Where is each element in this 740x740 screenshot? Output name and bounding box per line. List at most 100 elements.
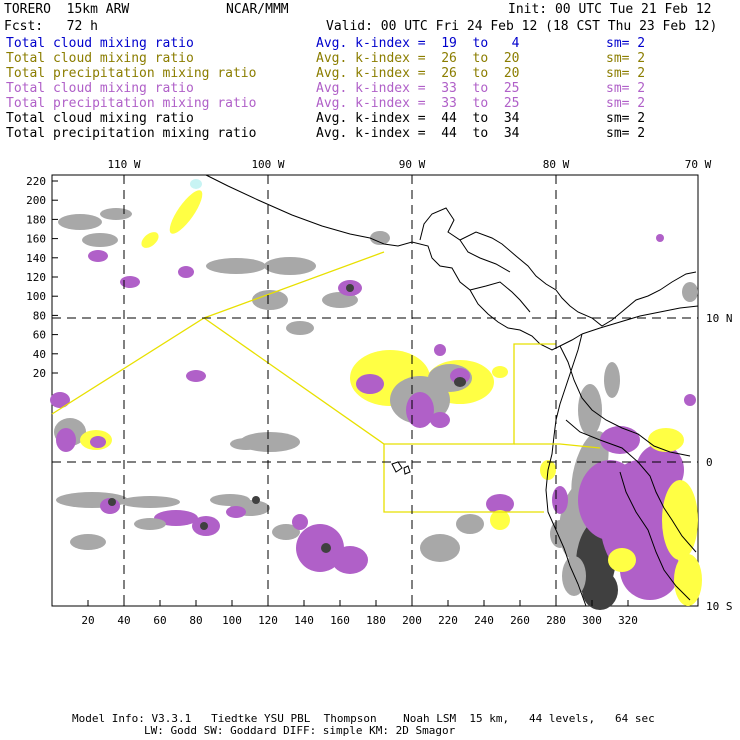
cloud-blob [684, 394, 696, 406]
left-tick-label: 20 [33, 367, 46, 380]
cloud-blob [656, 234, 664, 242]
cloud-blob [454, 377, 466, 387]
cloud-blob [332, 546, 368, 574]
forecast-hour: Fcst: 72 h [4, 19, 98, 34]
cloud-blob [590, 592, 610, 608]
cloud-blob [648, 428, 684, 452]
latitude-label: 10 N [706, 312, 733, 325]
left-tick-label: 120 [26, 271, 46, 284]
cloud-blob [552, 486, 568, 514]
cloud-blob [88, 250, 108, 262]
organization: NCAR/MMM [226, 2, 289, 17]
left-tick-label: 60 [33, 329, 46, 342]
bottom-tick-label: 260 [510, 614, 530, 627]
lat-lon-grid [52, 175, 698, 606]
legend-index: Avg. k-index = 26 to 20 [316, 51, 520, 66]
cloud-blob [322, 292, 358, 308]
cloud-blob [600, 426, 640, 454]
left-tick-label: 140 [26, 252, 46, 265]
bottom-tick-label: 140 [294, 614, 314, 627]
cloud-blob [186, 370, 206, 382]
cloud-blob [200, 522, 208, 530]
bottom-tick-label: 180 [366, 614, 386, 627]
cloud-blob [346, 284, 354, 292]
cloud-blob [120, 276, 140, 288]
cloud-blob [321, 543, 331, 553]
cloud-blob [190, 179, 202, 189]
cloud-blob [430, 412, 450, 428]
longitude-label: 100 W [251, 158, 284, 171]
latitude-label: 10 S [706, 600, 733, 613]
bottom-tick-label: 200 [402, 614, 422, 627]
cloud-blob [178, 266, 194, 278]
cloud-blob [169, 190, 203, 234]
cloud-blob [490, 510, 510, 530]
longitude-label: 90 W [399, 158, 426, 171]
bottom-tick-label: 40 [117, 614, 130, 627]
cloud-blob [82, 233, 118, 247]
legend-field: Total cloud mixing ratio [6, 111, 194, 126]
legend-field: Total cloud mixing ratio [6, 81, 194, 96]
cloud-blob [134, 518, 166, 530]
latitude-label: 0 [706, 456, 713, 469]
cloud-blob [70, 534, 106, 550]
legend-index: Avg. k-index = 44 to 34 [316, 126, 520, 141]
init-time: Init: 00 UTC Tue 21 Feb 12 [508, 2, 712, 17]
cloud-blob [230, 438, 262, 450]
bottom-tick-label: 60 [153, 614, 166, 627]
cloud-blob [604, 362, 620, 398]
cloud-blob [406, 392, 434, 428]
cloud-blob [120, 496, 180, 508]
legend-index: Avg. k-index = 26 to 20 [316, 66, 520, 81]
cloud-blob [108, 498, 116, 506]
longitude-label: 80 W [543, 158, 570, 171]
bottom-tick-label: 280 [546, 614, 566, 627]
cloud-blob [608, 548, 636, 572]
legend-sm: sm= 2 [606, 96, 646, 111]
bottom-tick-label: 80 [189, 614, 202, 627]
cloud-blob [356, 374, 384, 394]
cloud-blob [370, 231, 390, 245]
left-tick-label: 80 [33, 309, 46, 322]
cloud-blob [674, 554, 702, 606]
cloud-blob [486, 494, 514, 514]
bottom-tick-label: 320 [618, 614, 638, 627]
left-tick-label: 100 [26, 290, 46, 303]
cloud-blob [492, 366, 508, 378]
legend-sm: sm= 2 [606, 51, 646, 66]
cloud-blob [100, 208, 132, 220]
longitude-label: 70 W [685, 158, 712, 171]
cloud-blob [50, 392, 70, 408]
left-tick-label: 180 [26, 213, 46, 226]
cloud-blob [434, 344, 446, 356]
legend-index: Avg. k-index = 33 to 25 [316, 81, 520, 96]
legend-index: Avg. k-index = 19 to 4 [316, 36, 520, 51]
cloud-blob [226, 506, 246, 518]
bottom-tick-label: 100 [222, 614, 242, 627]
legend-sm: sm= 2 [606, 81, 646, 96]
legend-field: Total cloud mixing ratio [6, 36, 194, 51]
cloud-blob [56, 428, 76, 452]
legend-sm: sm= 2 [606, 66, 646, 81]
cloud-blob [292, 514, 308, 530]
physics-info: LW: Godd SW: Goddard DIFF: simple KM: 2D… [144, 724, 456, 737]
left-tick-label: 220 [26, 175, 46, 188]
longitude-label: 110 W [107, 158, 140, 171]
legend-sm: sm= 2 [606, 126, 646, 141]
axes: 220 200 180 160 140 120 100 80 60 40 20 20 40 60 80 100… [26, 158, 732, 627]
legend-field: Total precipitation mixing ratio [6, 126, 257, 141]
bottom-tick-label: 300 [582, 614, 602, 627]
legend-index: Avg. k-index = 33 to 25 [316, 96, 520, 111]
bottom-tick-label: 160 [330, 614, 350, 627]
cloud-blob [286, 321, 314, 335]
cloud-blob [662, 480, 698, 560]
cloud-blob [636, 444, 684, 496]
legend-field: Total cloud mixing ratio [6, 51, 194, 66]
left-tick-label: 40 [33, 348, 46, 361]
cloud-blob [206, 258, 266, 274]
cloud-blob [252, 290, 288, 310]
legend-field: Total precipitation mixing ratio [6, 66, 257, 81]
coastlines [205, 174, 699, 607]
cloud-blob [578, 384, 602, 436]
cloud-blob [90, 436, 106, 448]
